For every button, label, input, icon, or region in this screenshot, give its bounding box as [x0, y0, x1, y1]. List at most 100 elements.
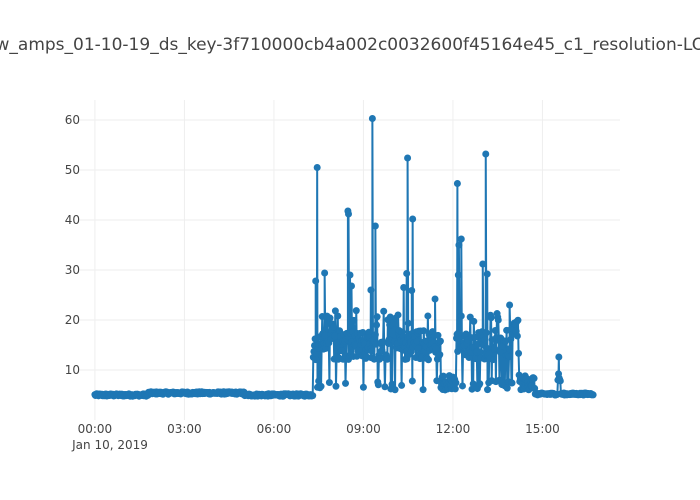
data-point: [454, 271, 462, 279]
x-tick-label: 12:00: [436, 422, 471, 436]
data-point: [317, 382, 325, 390]
data-point: [462, 330, 470, 338]
data-point: [326, 314, 334, 322]
data-point: [496, 348, 504, 356]
data-point: [439, 372, 447, 380]
data-point: [381, 383, 389, 391]
data-point: [508, 379, 516, 387]
data-point: [315, 377, 323, 385]
data-point: [371, 331, 379, 339]
data-point: [503, 384, 511, 392]
x-tick-label: 00:00: [78, 422, 113, 436]
data-point: [413, 337, 421, 345]
data-point: [476, 380, 484, 388]
data-point: [346, 271, 354, 279]
data-point: [556, 377, 564, 385]
data-point: [482, 329, 490, 337]
data-point: [359, 329, 367, 336]
data-point: [367, 286, 375, 294]
data-point: [420, 327, 428, 335]
data-point: [514, 316, 522, 324]
axis-layer: 10 20 30 40 50 60 00:00 03:00 06:00 09:00 12:00 15:…: [65, 113, 560, 436]
data-point: [338, 347, 346, 355]
data-point: [386, 313, 394, 321]
data-point: [404, 319, 412, 327]
data-point: [476, 348, 484, 356]
data-point: [589, 391, 597, 399]
data-point: [330, 323, 338, 331]
data-point: [379, 338, 387, 346]
data-point: [312, 277, 320, 285]
data-point: [471, 333, 479, 341]
data-point: [414, 345, 422, 353]
data-point: [485, 350, 493, 358]
data-point: [483, 270, 491, 278]
data-point: [458, 382, 466, 390]
x-tick-label: 09:00: [346, 422, 381, 436]
data-point: [424, 356, 432, 364]
y-tick-label: 50: [65, 163, 80, 177]
y-tick-label: 20: [65, 313, 80, 327]
data-point: [432, 345, 440, 353]
y-tick-label: 60: [65, 113, 80, 127]
data-point: [455, 330, 463, 338]
series-marker-layer: [91, 115, 597, 400]
data-point: [431, 295, 439, 303]
data-point: [345, 210, 353, 218]
y-tick-label: 30: [65, 263, 80, 277]
data-point: [513, 332, 521, 340]
data-point: [483, 344, 491, 352]
data-point: [451, 385, 459, 393]
data-point: [484, 386, 492, 394]
grid-layer: [80, 100, 620, 420]
data-point: [455, 241, 463, 249]
data-point: [487, 314, 495, 322]
data-point: [424, 312, 432, 320]
x-tick-label: 15:00: [525, 422, 560, 436]
data-point: [365, 328, 373, 336]
data-point: [468, 385, 476, 393]
data-point: [385, 336, 393, 344]
data-point: [347, 282, 355, 290]
data-point: [491, 344, 499, 352]
data-point: [479, 260, 487, 268]
data-point: [470, 317, 478, 325]
data-point: [394, 311, 402, 319]
data-point: [331, 332, 339, 340]
data-point: [434, 331, 442, 339]
data-point: [494, 316, 502, 324]
data-point: [380, 307, 388, 315]
data-point: [309, 392, 317, 400]
y-tick-label: 40: [65, 213, 80, 227]
data-point: [352, 307, 360, 315]
data-point: [368, 347, 376, 355]
data-point: [436, 337, 444, 345]
data-point: [457, 235, 465, 243]
data-point: [408, 287, 416, 294]
data-point: [383, 355, 391, 363]
data-point: [436, 351, 444, 359]
data-point: [505, 353, 513, 361]
data-point: [321, 331, 329, 339]
data-point: [408, 377, 416, 385]
data-point: [404, 154, 412, 162]
data-point: [325, 378, 333, 386]
data-point: [419, 386, 427, 394]
data-point: [374, 381, 382, 389]
x-tick-label: 03:00: [167, 422, 202, 436]
data-point: [481, 336, 489, 344]
data-point: [373, 313, 381, 321]
data-point: [312, 356, 320, 364]
x-tick-label: 06:00: [257, 422, 292, 436]
data-point: [398, 381, 406, 389]
data-point: [555, 353, 563, 361]
data-point: [359, 383, 367, 391]
data-point: [373, 321, 381, 329]
data-point: [472, 355, 480, 363]
data-point: [350, 316, 358, 324]
data-point: [491, 326, 499, 334]
data-point: [530, 374, 538, 382]
data-point: [490, 356, 497, 364]
